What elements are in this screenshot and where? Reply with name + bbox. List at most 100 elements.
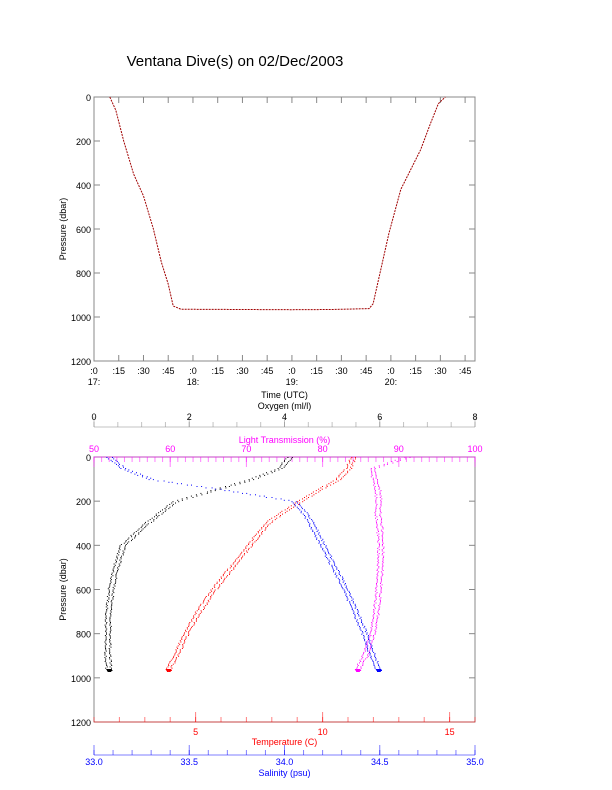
data-point xyxy=(355,606,356,607)
data-point xyxy=(381,518,382,519)
data-point xyxy=(188,626,189,627)
data-point xyxy=(371,472,372,473)
data-point xyxy=(111,609,112,610)
data-point xyxy=(381,522,382,523)
data-point xyxy=(246,545,247,546)
data-point xyxy=(272,522,273,523)
data-point xyxy=(125,468,126,469)
data-point xyxy=(256,476,257,477)
data-point xyxy=(193,616,194,617)
data-point xyxy=(334,565,335,566)
data-point xyxy=(378,536,379,537)
data-point xyxy=(104,655,105,656)
data-point xyxy=(377,671,379,672)
data-point xyxy=(110,623,111,624)
data-point xyxy=(382,564,383,565)
data-point xyxy=(197,486,198,487)
data-point xyxy=(380,497,381,498)
data-point xyxy=(335,574,336,575)
data-point xyxy=(138,530,139,531)
data-point xyxy=(306,496,307,497)
data-point xyxy=(378,605,379,606)
data-point xyxy=(260,476,261,477)
data-point xyxy=(297,507,298,508)
data-point xyxy=(123,553,124,554)
data-point xyxy=(282,514,283,515)
data-point xyxy=(284,460,285,461)
data-point xyxy=(320,544,321,545)
data-point xyxy=(106,629,107,630)
data-point xyxy=(153,521,154,522)
data-point xyxy=(208,601,209,602)
data-point xyxy=(383,532,384,533)
data-point xyxy=(377,482,378,483)
data-point xyxy=(381,592,382,593)
data-point xyxy=(142,525,143,526)
data-point xyxy=(382,527,383,528)
data-point xyxy=(378,530,379,531)
data-point xyxy=(237,492,238,493)
data-point xyxy=(188,634,189,635)
data-point xyxy=(166,507,167,508)
data-point xyxy=(117,571,118,572)
data-point xyxy=(144,523,145,524)
data-point xyxy=(358,610,359,611)
data-point xyxy=(110,580,111,581)
data-point xyxy=(172,658,173,659)
data-point xyxy=(115,582,116,583)
data-point xyxy=(191,485,192,486)
data-point xyxy=(244,553,245,554)
data-point xyxy=(106,603,107,604)
data-point xyxy=(353,460,354,461)
data-point xyxy=(134,474,135,475)
data-point xyxy=(360,629,361,630)
data-point xyxy=(380,601,381,602)
data-point xyxy=(380,511,381,512)
data-point xyxy=(109,639,110,640)
data-point xyxy=(293,507,294,508)
data-point xyxy=(375,518,376,519)
data-point xyxy=(111,600,112,601)
data-point xyxy=(380,514,381,515)
data-point xyxy=(294,504,295,505)
data-point xyxy=(256,534,257,535)
data-point xyxy=(374,665,375,666)
data-point xyxy=(224,579,225,580)
data-point xyxy=(224,490,225,491)
data-point xyxy=(107,605,108,606)
data-point xyxy=(374,512,375,513)
x-hour-label: 19: xyxy=(286,377,299,387)
data-point xyxy=(303,514,304,515)
data-point xyxy=(382,545,383,546)
data-point xyxy=(165,508,166,509)
data-point xyxy=(178,645,179,646)
data-point xyxy=(345,583,346,584)
data-point xyxy=(167,505,168,506)
data-point xyxy=(358,623,359,624)
data-point xyxy=(347,465,348,466)
data-point xyxy=(185,639,186,640)
data-point xyxy=(378,670,380,671)
data-point xyxy=(377,548,378,549)
data-point xyxy=(314,525,315,526)
data-point xyxy=(270,523,271,524)
data-point xyxy=(375,492,376,493)
chart-canvas: Ventana Dive(s) on 02/Dec/2003 020040060… xyxy=(0,0,612,785)
data-point xyxy=(346,468,347,469)
x-tick-label: :15 xyxy=(211,366,224,376)
data-point xyxy=(117,567,118,568)
data-point xyxy=(113,569,114,570)
data-point xyxy=(287,457,288,458)
x-tick-label: :45 xyxy=(459,366,472,376)
data-point xyxy=(380,493,381,494)
data-point xyxy=(235,560,236,561)
data-point xyxy=(246,551,247,552)
data-point xyxy=(111,601,112,602)
data-point xyxy=(380,597,381,598)
data-point xyxy=(177,483,178,484)
data-point xyxy=(378,571,379,572)
data-point xyxy=(180,652,181,653)
data-point xyxy=(368,635,369,636)
data-point xyxy=(362,623,363,624)
data-point xyxy=(191,627,192,628)
